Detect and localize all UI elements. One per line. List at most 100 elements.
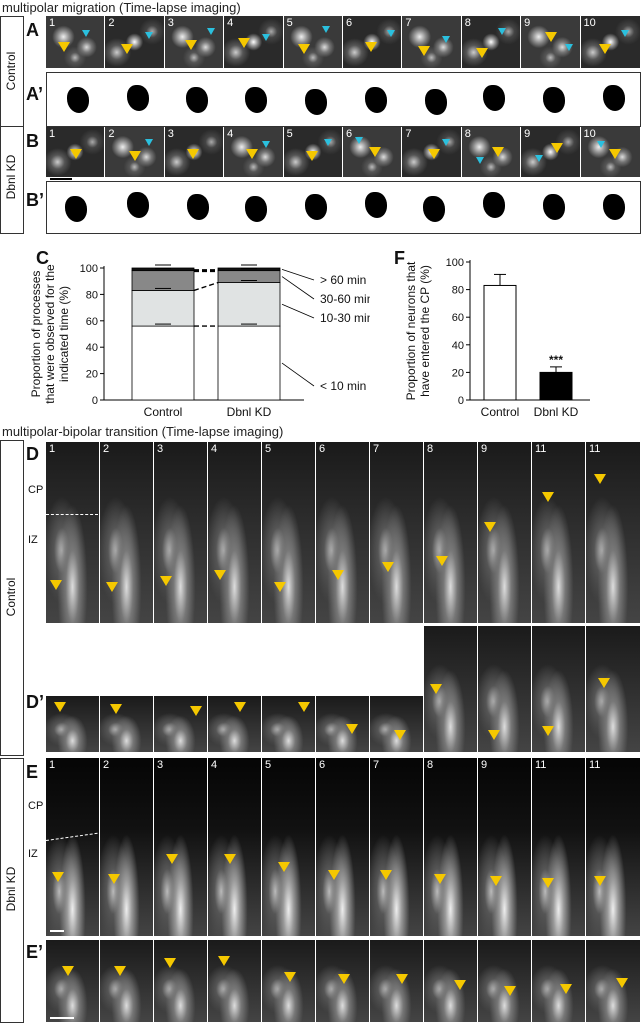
stacked-bar-chart: Proportion of processes that were observe…: [30, 240, 370, 420]
frame-tile: [154, 940, 208, 1022]
cyan-arrowhead-icon: [621, 30, 629, 37]
cell-tracing: [186, 87, 208, 113]
scale-bar-e-prime: [50, 1017, 74, 1019]
bar-segment: [132, 326, 194, 400]
panel-label-a: A: [26, 20, 39, 41]
frame-tile: 1: [46, 442, 100, 623]
frame-tile: 4: [208, 758, 262, 936]
yellow-arrowhead-icon: [488, 730, 500, 740]
frame-tile: [424, 626, 478, 752]
frame-tile: 9: [478, 758, 532, 936]
panel-label-a-prime: A’: [26, 84, 43, 105]
yellow-arrowhead-icon: [166, 854, 178, 864]
yellow-arrowhead-icon: [106, 582, 118, 592]
yellow-arrowhead-icon: [121, 44, 133, 54]
frame-tile: 2: [105, 16, 164, 68]
side-label-control-bottom: Control: [4, 526, 18, 668]
bar-segment: [218, 283, 280, 327]
yellow-arrowhead-icon: [594, 876, 606, 886]
cell-tracing: [543, 194, 565, 220]
yellow-arrowhead-icon: [129, 151, 141, 161]
yellow-arrowhead-icon: [246, 149, 258, 159]
yellow-arrowhead-icon: [214, 570, 226, 580]
legend-label: < 10 min: [320, 379, 366, 393]
yellow-arrowhead-icon: [599, 44, 611, 54]
y-axis-label: have entered the CP (%): [418, 265, 432, 397]
row-b-prime-tracings: [46, 181, 641, 234]
frame-tile: 5: [262, 758, 316, 936]
panel-label-e: E: [26, 762, 38, 783]
bar: [540, 372, 572, 400]
yellow-arrowhead-icon: [52, 872, 64, 882]
frame-tile: [262, 696, 316, 752]
yellow-arrowhead-icon: [594, 474, 606, 484]
yellow-arrowhead-icon: [185, 40, 197, 50]
frame-tile: 9: [478, 442, 532, 623]
frame-tile: 7: [370, 758, 424, 936]
cell-tracing: [305, 89, 327, 115]
frame-tile: 10: [581, 16, 640, 68]
y-axis-label: indicated time (%): [57, 286, 71, 382]
yellow-arrowhead-icon: [278, 862, 290, 872]
row-e-frames: 1 2 3 4 5 6 7 8 9 11 11: [46, 758, 640, 936]
y-tick-label: 20: [86, 369, 98, 381]
yellow-arrowhead-icon: [418, 46, 430, 56]
cp-iz-boundary: [46, 514, 98, 515]
yellow-arrowhead-icon: [484, 522, 496, 532]
legend-pointer: [282, 277, 314, 299]
x-tick-label: Dbnl KD: [534, 405, 579, 419]
yellow-arrowhead-icon: [430, 684, 442, 694]
yellow-arrowhead-icon: [218, 956, 230, 966]
legend-pointer: [282, 304, 314, 318]
panel-label-e-prime: E’: [26, 942, 43, 963]
cp-entry-bar-chart: Proportion of neurons that have entered t…: [400, 240, 600, 420]
frame-tile: 7: [402, 16, 461, 68]
cell-tracing: [127, 192, 149, 218]
cyan-arrowhead-icon: [597, 141, 605, 148]
yellow-arrowhead-icon: [54, 702, 66, 712]
frame-tile: [586, 940, 640, 1022]
yellow-arrowhead-icon: [598, 678, 610, 688]
cell-tracing: [483, 192, 505, 218]
cell-tracing: [67, 87, 89, 113]
yellow-arrowhead-icon: [394, 730, 406, 740]
cell-tracing: [127, 85, 149, 111]
yellow-arrowhead-icon: [551, 143, 563, 153]
row-e-prime-frames: [46, 940, 640, 1022]
yellow-arrowhead-icon: [298, 44, 310, 54]
frame-tile: [208, 940, 262, 1022]
yellow-arrowhead-icon: [58, 42, 70, 52]
y-tick-label: 80: [452, 285, 464, 297]
region-label-iz-e: IZ: [28, 848, 38, 860]
yellow-arrowhead-icon: [396, 974, 408, 984]
figure-title-mid: multipolar-bipolar transition (Time-laps…: [2, 424, 283, 439]
frame-tile: 3: [154, 442, 208, 623]
frame-tile: 1: [46, 16, 105, 68]
frame-tile: 2: [100, 442, 154, 623]
frame-tile: 5: [284, 127, 343, 177]
yellow-arrowhead-icon: [234, 702, 246, 712]
yellow-arrowhead-icon: [332, 570, 344, 580]
row-d-prime-frames-short: [46, 696, 424, 752]
frame-tile: 6: [316, 758, 370, 936]
frame-tile: 2: [100, 758, 154, 936]
cell-tracing: [365, 192, 387, 218]
frame-tile: [262, 940, 316, 1022]
region-label-cp-e: CP: [28, 800, 43, 812]
panel-label-b: B: [26, 131, 39, 152]
y-tick-label: 0: [92, 395, 98, 407]
y-tick-label: 60: [452, 312, 464, 324]
frame-tile: 2: [105, 127, 164, 177]
yellow-arrowhead-icon: [224, 854, 236, 864]
y-tick-label: 80: [86, 289, 98, 301]
y-axis-label: Proportion of processes: [30, 271, 43, 398]
yellow-arrowhead-icon: [70, 149, 82, 159]
x-tick-label: Dbnl KD: [227, 405, 272, 419]
frame-tile: [46, 940, 100, 1022]
panel-label-b-prime: B’: [26, 190, 44, 211]
frame-tile: 11: [586, 442, 640, 623]
row-d-frames: 1 2 3 4 5 6 7 8 9 11 11: [46, 442, 640, 623]
legend-pointer: [282, 269, 314, 280]
yellow-arrowhead-icon: [110, 704, 122, 714]
legend-pointer: [282, 363, 314, 386]
